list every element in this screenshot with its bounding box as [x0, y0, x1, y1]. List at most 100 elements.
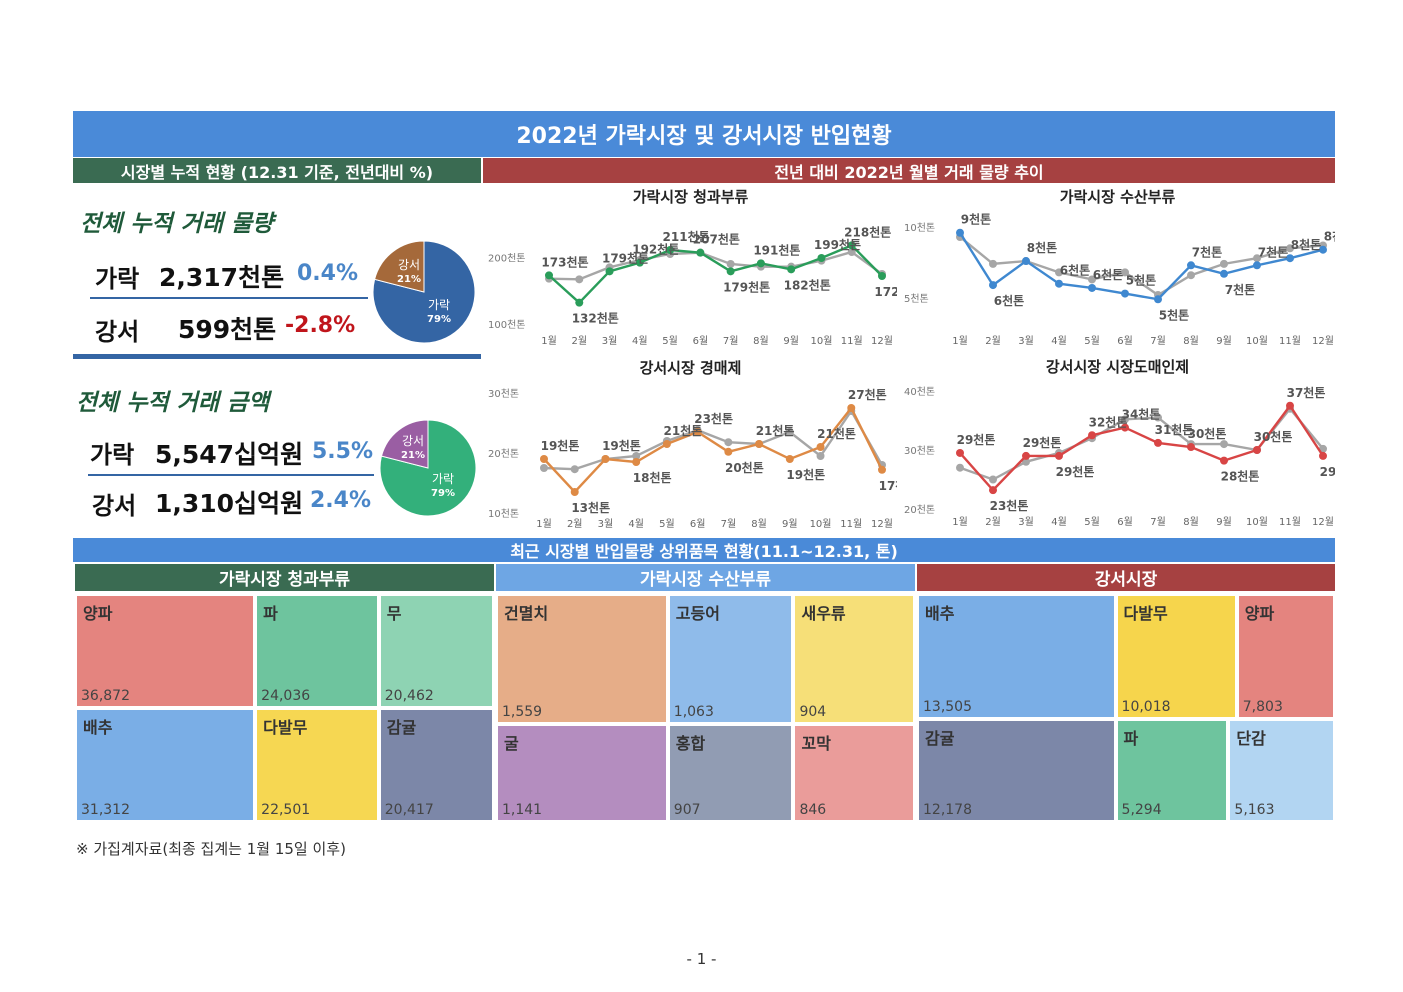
data-label: 19천톤 [602, 438, 641, 453]
x-tick-label: 6월 [1117, 335, 1133, 347]
x-tick-label: 2월 [985, 516, 1001, 528]
amount-title: 전체 누적 거래 금액 [76, 390, 270, 416]
x-tick-label: 1월 [536, 518, 552, 530]
series-point [816, 443, 825, 451]
y-tick-label: 30천톤 [488, 388, 519, 400]
amount-pie-gangseo-slice [380, 419, 429, 469]
data-label: 8천톤 [1027, 240, 1057, 255]
treemap-item-name: 다발무 [263, 718, 308, 737]
x-tick-label: 11월 [841, 335, 863, 347]
y-tick-label: 20천톤 [488, 448, 519, 460]
series-point [878, 272, 886, 280]
series-point [575, 275, 584, 284]
treemap-item-value: 1,063 [673, 703, 714, 720]
treemap-item-value: 12,178 [923, 801, 972, 818]
x-tick-label: 2월 [571, 335, 587, 347]
treemap-cell: 파 5,294 [1115, 719, 1229, 822]
amount-gangseo-pct: 2.4% [310, 488, 372, 513]
data-label: 29천톤 [1056, 464, 1095, 479]
x-tick-label: 1월 [952, 335, 968, 347]
x-tick-label: 1월 [541, 335, 557, 347]
series-point [1286, 254, 1294, 263]
treemap-item-value: 7,803 [1242, 699, 1283, 716]
treemap-cell: 다발무 10,018 [1115, 594, 1237, 720]
series-point [726, 260, 735, 268]
x-tick-label: 8월 [1183, 335, 1199, 347]
x-tick-label: 10월 [810, 335, 832, 347]
volume-garak-pct: 0.4% [297, 261, 359, 286]
chart-title: 강서시장 경매제 [640, 359, 742, 377]
data-label: 27천톤 [848, 387, 887, 402]
treemap-cell: 배추 31,312 [75, 708, 256, 822]
data-label: 5천톤 [1159, 307, 1189, 322]
x-tick-label: 6월 [690, 518, 706, 530]
series-point [755, 440, 764, 448]
series-line [959, 403, 1325, 492]
treemap-cell: 양파 36,872 [75, 594, 256, 708]
treemap-item-value: 10,018 [1121, 699, 1171, 716]
volume-garak-value: 2,317천톤 [159, 263, 285, 292]
series-point [726, 267, 735, 276]
page-number: - 1 - [686, 950, 717, 968]
treemap-cell: 새우류 904 [793, 594, 915, 724]
data-label: 6천톤 [1060, 263, 1090, 278]
data-label: 30천톤 [1188, 426, 1227, 441]
series-point [1055, 451, 1063, 460]
treemap-item-value: 20,417 [384, 802, 434, 818]
treemap-panel: 강서시장 배추 13,505 다발무 10,018 양파 7,803 감귤 12,178 파 5,2… [917, 564, 1335, 822]
x-tick-label: 4월 [1051, 516, 1067, 528]
series-point [1220, 440, 1228, 449]
data-label: 29천톤 [1023, 435, 1062, 450]
x-tick-label: 5월 [1084, 516, 1100, 528]
x-tick-label: 12월 [1312, 335, 1334, 347]
data-label: 21천톤 [756, 423, 795, 438]
treemap-panel: 가락시장 수산부류 건멸치 1,559 고등어 1,063 새우류 904 굴 1,141 홍합 9… [496, 564, 915, 822]
series-point [724, 447, 733, 456]
volume-gangseo-value: 599천톤 [178, 315, 277, 344]
data-label: 23천톤 [694, 411, 733, 426]
volume-pie-gangseo-slice [373, 240, 425, 293]
treemap-header: 가락시장 청과부류 [75, 564, 494, 591]
cumulative-panel: 전체 누적 거래 물량 가락 2,317천톤 0.4% 강서 599천톤 -2.… [73, 184, 481, 536]
series-point [1088, 275, 1096, 284]
treemap-item-value: 31,312 [81, 802, 130, 818]
series-line [958, 232, 1324, 301]
series-point [575, 298, 584, 307]
x-tick-label: 9월 [783, 335, 799, 347]
series-point [601, 455, 610, 463]
data-label: 182천톤 [784, 277, 831, 292]
series-point [570, 465, 579, 474]
x-tick-label: 10월 [1246, 516, 1268, 528]
volume-pie-gangseo-label: 강서 [398, 258, 420, 272]
volume-pie-garak-label: 가락 [428, 298, 450, 312]
y-tick-label: 30천톤 [904, 445, 935, 457]
data-label: 173천톤 [541, 254, 588, 269]
treemap-item-name: 새우류 [801, 604, 846, 623]
series-point [1121, 268, 1129, 277]
series-point [696, 248, 705, 257]
treemap-item-name: 굴 [504, 733, 519, 753]
amount-garak-value: 5,547십억원 [155, 440, 304, 469]
x-tick-label: 7월 [723, 335, 739, 347]
data-label: 179천톤 [602, 250, 649, 265]
series-point [1121, 423, 1129, 432]
x-tick-label: 10월 [810, 518, 832, 530]
treemap-item-value: 22,501 [261, 802, 311, 818]
x-tick-label: 2월 [985, 335, 1001, 347]
data-label: 21천톤 [817, 426, 856, 441]
series-point [785, 455, 794, 463]
series-point [817, 254, 826, 262]
x-tick-label: 9월 [782, 518, 798, 530]
series-point [635, 258, 644, 267]
data-label: 9천톤 [961, 212, 991, 227]
series-point [785, 428, 794, 436]
x-tick-label: 1월 [952, 516, 968, 528]
series-point [1055, 268, 1063, 277]
x-tick-label: 8월 [753, 335, 769, 347]
treemap-item-name: 다발무 [1123, 604, 1168, 623]
page-title: 2022년 가락시장 및 강서시장 반입현황 [73, 111, 1335, 157]
treemap-item-name: 배추 [925, 604, 955, 623]
data-label: 31천톤 [1155, 422, 1194, 437]
series-point [1253, 261, 1261, 270]
x-tick-label: 10월 [1246, 335, 1268, 347]
